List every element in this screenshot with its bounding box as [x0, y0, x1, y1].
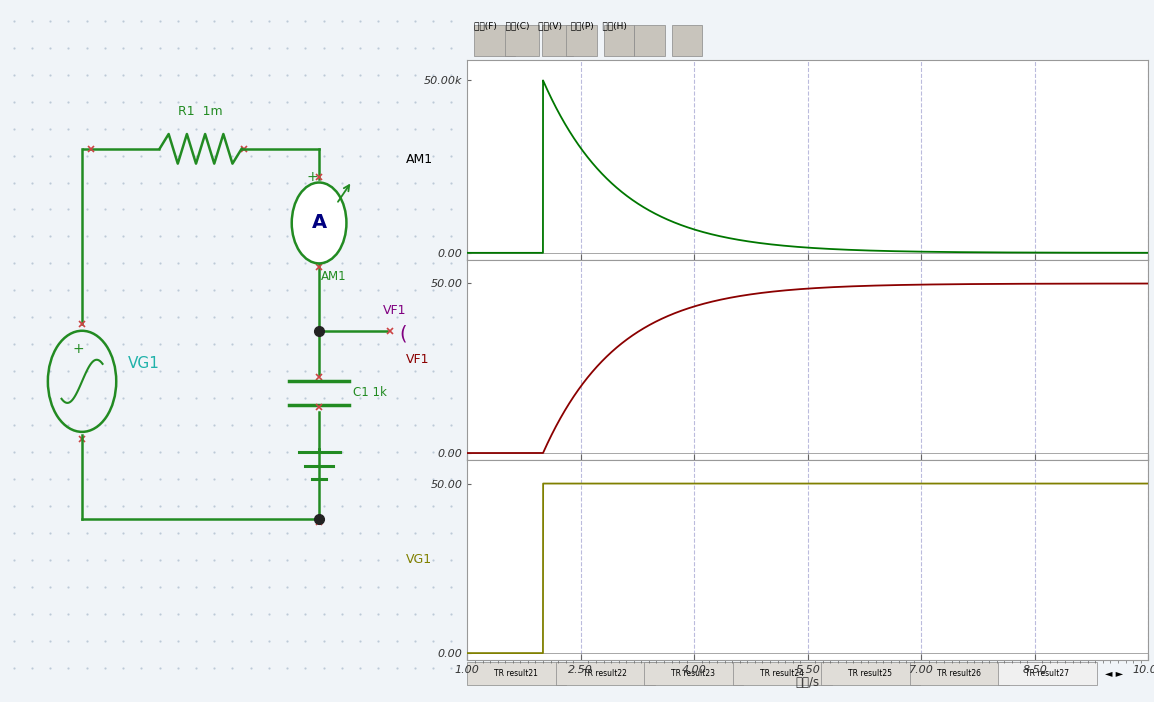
Text: TR result26: TR result26 — [937, 670, 981, 678]
FancyBboxPatch shape — [909, 663, 1009, 685]
Text: TR result23: TR result23 — [672, 670, 715, 678]
FancyBboxPatch shape — [604, 25, 635, 55]
FancyBboxPatch shape — [635, 25, 665, 55]
FancyBboxPatch shape — [998, 663, 1097, 685]
Text: AM1: AM1 — [321, 270, 347, 283]
FancyBboxPatch shape — [542, 25, 572, 55]
Circle shape — [292, 183, 346, 263]
Text: A: A — [312, 213, 327, 232]
Text: C1 1k: C1 1k — [353, 386, 387, 399]
Text: R1  1m: R1 1m — [178, 105, 223, 119]
Text: TR result25: TR result25 — [848, 670, 892, 678]
FancyBboxPatch shape — [504, 25, 539, 55]
Text: AM1: AM1 — [406, 153, 433, 166]
FancyBboxPatch shape — [556, 663, 654, 685]
Text: TR result24: TR result24 — [760, 670, 804, 678]
Text: TR result22: TR result22 — [583, 670, 627, 678]
FancyBboxPatch shape — [474, 25, 515, 55]
FancyBboxPatch shape — [467, 663, 567, 685]
FancyBboxPatch shape — [567, 25, 597, 55]
Text: +: + — [306, 170, 319, 184]
FancyBboxPatch shape — [822, 663, 920, 685]
FancyBboxPatch shape — [644, 663, 743, 685]
FancyBboxPatch shape — [672, 25, 703, 55]
Text: TR result27: TR result27 — [1026, 670, 1070, 678]
Text: TR result21: TR result21 — [494, 670, 538, 678]
Text: 文件(F)   调量(C)   视图(V)   设置(P)   格助(H): 文件(F) 调量(C) 视图(V) 设置(P) 格助(H) — [474, 21, 627, 30]
X-axis label: 时间/s: 时间/s — [796, 676, 819, 689]
Text: VG1: VG1 — [128, 356, 159, 371]
FancyBboxPatch shape — [733, 663, 832, 685]
Text: +: + — [73, 342, 84, 356]
Text: VF1: VF1 — [383, 304, 406, 317]
Text: VG1: VG1 — [406, 553, 433, 567]
Text: VF1: VF1 — [406, 353, 429, 366]
Text: (: ( — [399, 324, 407, 344]
Text: ◄ ►: ◄ ► — [1106, 669, 1123, 679]
